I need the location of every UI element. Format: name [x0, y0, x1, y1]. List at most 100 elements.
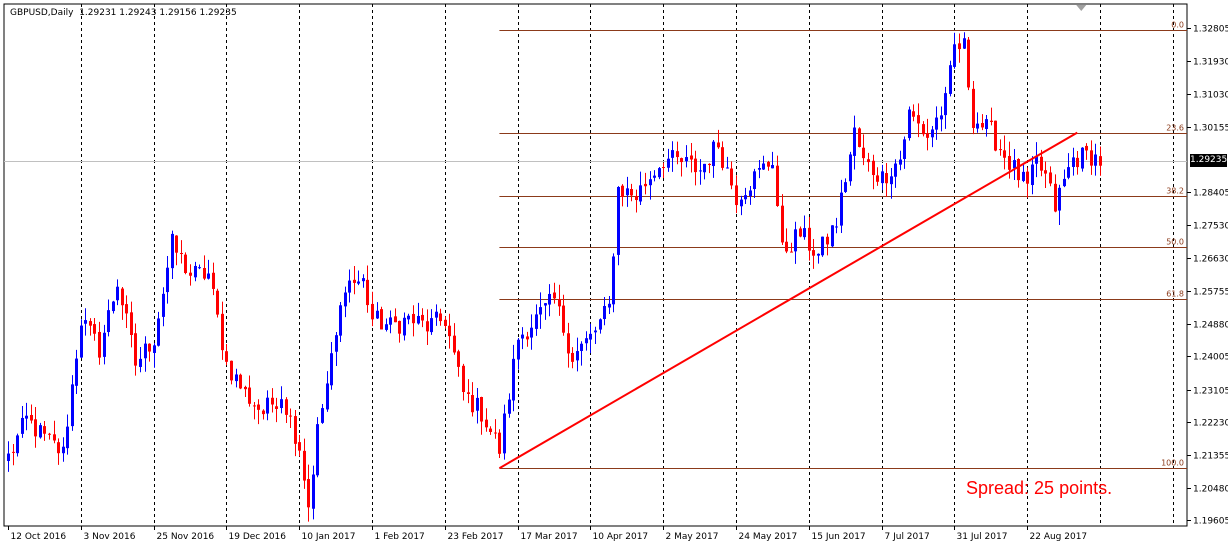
candle-body	[721, 147, 724, 168]
candle-body	[289, 415, 292, 417]
candle-body	[294, 416, 297, 444]
candle-body	[744, 195, 747, 200]
candle-body	[762, 163, 765, 170]
low-value: 1.29156	[159, 8, 197, 18]
candle-body	[39, 425, 42, 438]
candle-body	[812, 250, 815, 256]
candle-body	[180, 252, 183, 254]
candle-body	[125, 304, 128, 314]
candle-body	[653, 175, 656, 178]
candle-body	[62, 446, 65, 454]
candle-body	[608, 303, 611, 308]
candle-body	[1076, 157, 1079, 168]
candle-body	[535, 314, 538, 329]
candle-body	[567, 333, 570, 354]
y-tick-label: 1.25755	[1193, 288, 1228, 298]
candle-body	[348, 280, 351, 293]
candle-body	[75, 358, 78, 386]
x-tick-label: 10 Apr 2017	[593, 532, 649, 542]
candle-body	[676, 151, 679, 158]
candle-body	[366, 279, 369, 306]
candle-body	[649, 179, 652, 186]
x-tick-label: 10 Jan 2017	[302, 532, 356, 542]
candle-body	[571, 352, 574, 362]
candle-body	[417, 315, 420, 324]
fib-level-label: 23.6	[1166, 124, 1184, 133]
candle-body	[30, 414, 33, 421]
x-tick-label: 24 May 2017	[739, 532, 798, 542]
candle-body	[339, 305, 342, 336]
y-tick-label: 1.27530	[1193, 222, 1228, 232]
x-tick-label: 31 Jul 2017	[957, 532, 1008, 542]
candle-body	[225, 351, 228, 362]
candle-body	[521, 334, 524, 339]
plot-frame	[3, 3, 1188, 527]
y-tick-label: 1.30155	[1193, 124, 1228, 134]
candle-body	[644, 183, 647, 187]
candle-body	[244, 386, 247, 390]
candle-body	[257, 404, 260, 410]
candle-body	[512, 358, 515, 401]
candle-body	[585, 338, 588, 344]
candle-body	[994, 120, 997, 151]
candle-body	[539, 307, 542, 315]
candle-body	[121, 288, 124, 306]
symbol-label: GBPUSD,Daily	[10, 8, 74, 18]
candle-body	[489, 428, 492, 432]
candle-body	[112, 301, 115, 312]
candle-body	[999, 149, 1002, 151]
candle-body	[93, 324, 96, 334]
candle-body	[853, 127, 856, 156]
candle-body	[1058, 187, 1061, 211]
candle-body	[153, 345, 156, 353]
candle-body	[553, 292, 556, 299]
fib-level-label: 50.0	[1166, 238, 1184, 247]
candle-body	[312, 474, 315, 509]
candle-body	[430, 318, 433, 333]
candle-body	[389, 317, 392, 325]
candle-body	[7, 453, 10, 462]
candle-body	[444, 319, 447, 326]
x-tick-label: 23 Feb 2017	[448, 532, 504, 542]
candle-body	[1081, 147, 1084, 169]
candle-body	[985, 119, 988, 130]
close-value: 1.29235	[199, 8, 237, 18]
candle-body	[726, 167, 729, 169]
candle-body	[817, 253, 820, 256]
candle-body	[84, 320, 87, 324]
candle-body	[635, 195, 638, 201]
candle-body	[803, 228, 806, 238]
candle-body	[794, 229, 797, 252]
candle-body	[753, 171, 756, 190]
candle-body	[385, 324, 388, 330]
candle-body	[171, 233, 174, 269]
candle-body	[662, 167, 665, 169]
chart-shift-marker	[1076, 5, 1087, 11]
candle-body	[767, 161, 770, 167]
candle-body	[1031, 164, 1034, 186]
candle-body	[1035, 156, 1038, 164]
candle-body	[831, 225, 834, 247]
candle-body	[235, 374, 238, 382]
candle-body	[735, 185, 738, 206]
candle-body	[103, 332, 106, 357]
candle-body	[776, 165, 779, 206]
candle-body	[303, 450, 306, 481]
candle-body	[1090, 150, 1093, 166]
candle-body	[849, 154, 852, 182]
candle-body	[1008, 155, 1011, 170]
candle-body	[285, 399, 288, 415]
candle-body	[881, 171, 884, 184]
candle-body	[840, 192, 843, 226]
candle-body	[717, 142, 720, 148]
candle-body	[790, 251, 793, 253]
candle-body	[785, 241, 788, 252]
candle-body	[667, 158, 670, 168]
candle-body	[517, 339, 520, 360]
candle-body	[494, 432, 497, 434]
candle-body	[658, 168, 661, 178]
candle-body	[981, 123, 984, 128]
y-tick-label: 1.28405	[1193, 189, 1228, 199]
candle-body	[562, 305, 565, 333]
